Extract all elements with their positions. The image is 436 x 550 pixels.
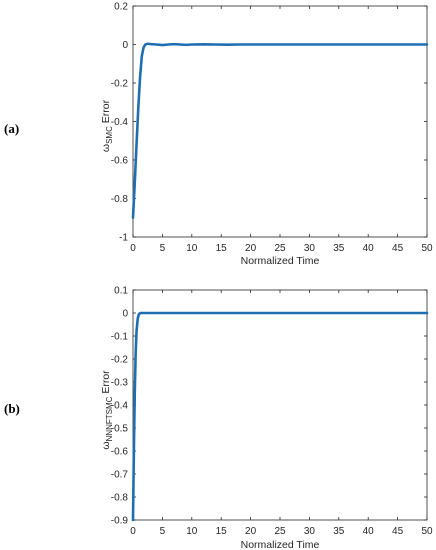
panel-a-x-tick-label: 35 [333, 243, 345, 254]
panel-b-x-tick-label: 5 [160, 526, 166, 537]
panel-a: (a) 0 5 10 15 20 25 30 35 40 45 50 -1 -0.8 -0.6 -0.4 -0… [4, 2, 433, 268]
panel-b-ylabel-sub: NNNFTSMC [105, 396, 114, 441]
panel-b-y-tick-label: -0.4 [111, 401, 129, 412]
panel-b-x-tick-label: 40 [363, 526, 375, 537]
panel-a-ylabel-suffix: Error [100, 99, 112, 126]
panel-a-y-tick-label: -0.4 [111, 117, 129, 128]
panel-b-x-tick-label: 0 [130, 526, 136, 537]
panel-b-y-tick-label: -0.6 [111, 447, 129, 458]
panel-b-ylabel-main: ω [100, 441, 112, 449]
panel-a-y-tick-label: -1 [119, 233, 128, 244]
panel-a-x-tick-label: 10 [186, 243, 198, 254]
panel-a-y-tick-label: 0.2 [114, 2, 128, 13]
panel-a-y-tick-label: -0.2 [111, 79, 129, 90]
panel-a-y-tick-label: 0 [122, 40, 128, 51]
panel-b-y-tick-label: -0.1 [111, 332, 129, 343]
panel-b-x-tick-label: 10 [186, 526, 198, 537]
panel-b-x-tick-label: 30 [304, 526, 316, 537]
panel-a-y-tick-label: -0.8 [111, 194, 129, 205]
panel-b-x-tick-label: 45 [392, 526, 404, 537]
panel-a-x-tick-label: 30 [304, 243, 316, 254]
panel-b-y-tick-label: -0.9 [111, 516, 129, 527]
panel-b-series-line [131, 311, 429, 522]
panel-b-y-tick-label: -0.7 [111, 470, 129, 481]
panel-a-y-axis-title: ωSMC Error [100, 99, 114, 152]
panel-a-label: (a) [4, 121, 19, 136]
panel-a-ylabel-main: ω [100, 144, 112, 152]
panel-a-plot-frame [132, 5, 428, 238]
panel-b-y-axis-title: ωNNNFTSMC Error [100, 370, 114, 450]
panel-b-label: (b) [4, 401, 20, 416]
panel-a-x-axis-title: Normalized Time [241, 255, 320, 267]
panel-a-x-tick-label: 50 [421, 243, 433, 254]
panel-b-ylabel-suffix: Error [100, 370, 112, 397]
panel-b-y-tick-label: -0.8 [111, 493, 129, 504]
panel-b-plot-frame [132, 289, 428, 521]
panel-a-y-tick-label: -0.6 [111, 156, 129, 167]
panel-b-y-tick-label: -0.3 [111, 378, 129, 389]
panel-b-y-tick-label: -0.2 [111, 355, 129, 366]
panel-b-x-tick-label: 20 [245, 526, 257, 537]
panel-b-x-axis-title: Normalized Time [241, 539, 320, 550]
panel-b-y-tick-label: -0.5 [111, 424, 129, 435]
panel-a-axes: 0 5 10 15 20 25 30 35 40 45 50 -1 -0.8 -0.6 -0.4 -0.2 0 0… [111, 2, 433, 255]
panel-b-x-tick-label: 15 [216, 526, 228, 537]
panel-a-ylabel-sub: SMC [105, 126, 114, 144]
panel-a-x-tick-label: 45 [392, 243, 404, 254]
panel-b-y-tick-label: 0 [122, 309, 128, 320]
panel-b-x-tick-label: 25 [274, 526, 286, 537]
panel-a-x-tick-label: 40 [363, 243, 375, 254]
panel-a-x-tick-label: 25 [274, 243, 286, 254]
panel-a-x-tick-label: 20 [245, 243, 257, 254]
panel-b-x-tick-label: 35 [333, 526, 345, 537]
panel-a-x-tick-label: 5 [160, 243, 166, 254]
panel-b-x-tick-label: 50 [421, 526, 433, 537]
panel-a-x-tick-label: 0 [130, 243, 136, 254]
panel-b-axes: 0 5 10 15 20 25 30 35 40 45 50 -0.9 -0.8 -0.7 -0.6 -0.5… [111, 286, 433, 538]
panel-a-series-line [131, 42, 429, 220]
panel-b-y-tick-label: 0.1 [114, 286, 128, 297]
panel-a-x-tick-label: 15 [216, 243, 228, 254]
panel-b: (b) 0 5 10 15 20 25 30 35 40 45 50 -0.9 -0.8 -0.7 -0.6… [4, 286, 433, 550]
